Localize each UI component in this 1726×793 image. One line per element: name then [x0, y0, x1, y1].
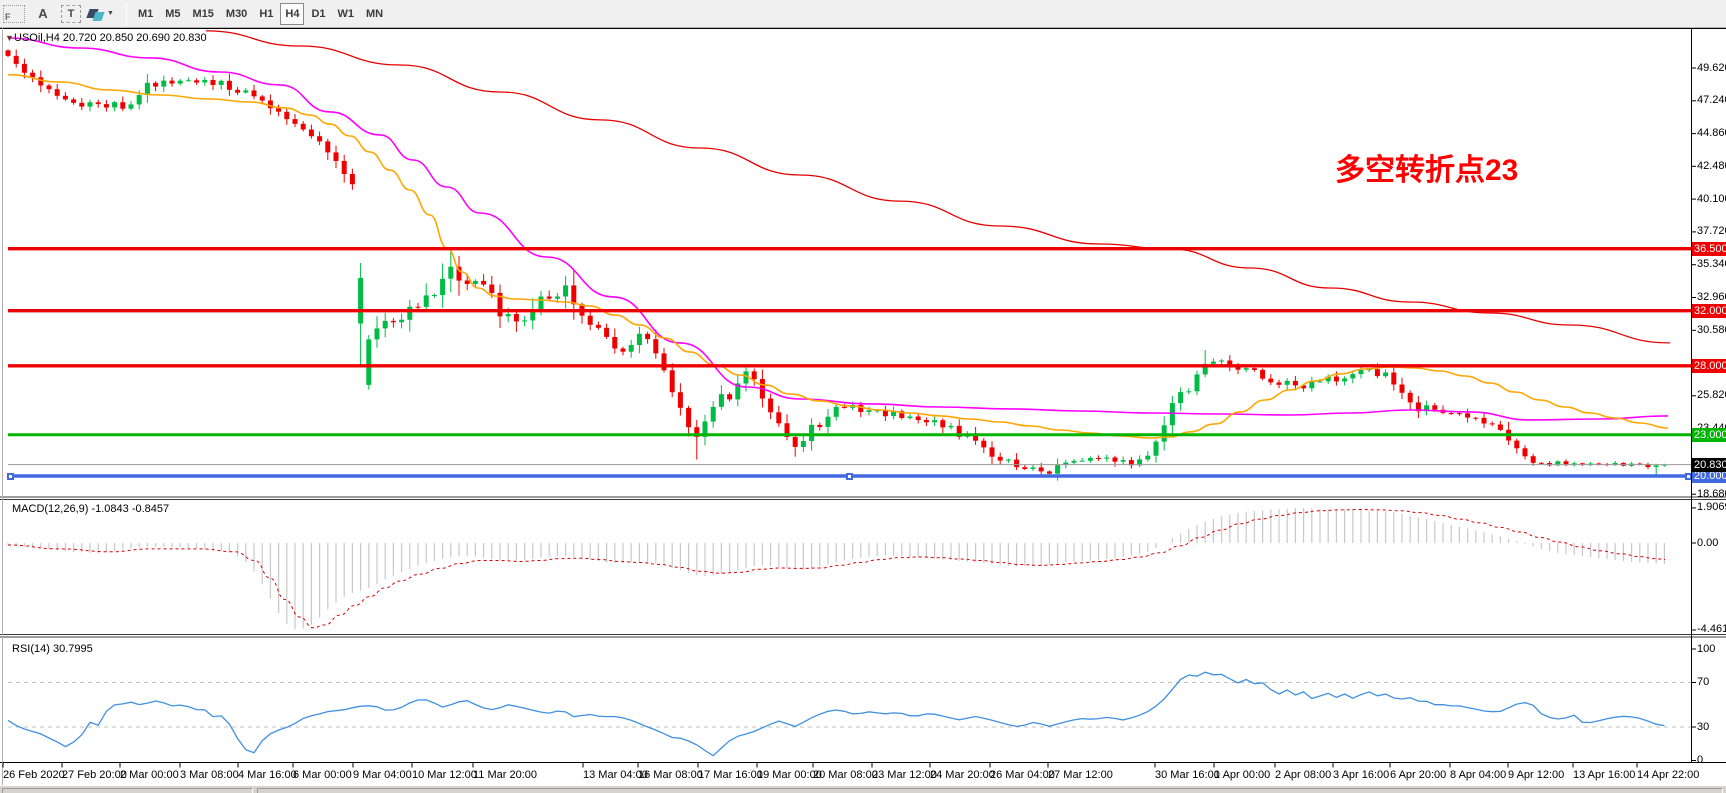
date-axis-label: 17 Mar 16:00	[698, 769, 763, 781]
text-label-icon[interactable]: A	[38, 6, 48, 21]
timeframe-m1[interactable]: M1	[137, 7, 154, 20]
date-axis-label: 19 Mar 00:00	[757, 769, 822, 781]
price-axis-label: 42.480	[1697, 159, 1726, 172]
date-axis-label: 30 Mar 16:00	[1155, 769, 1220, 781]
rsi-line	[7, 671, 1665, 757]
date-axis-label: 16 Mar 08:00	[638, 769, 703, 781]
chart-area[interactable]: ▼ USOil,H4 20.720 20.850 20.690 20.830 M…	[0, 28, 1726, 785]
rsi-axis-label: 0	[1697, 754, 1704, 766]
macd-axis-label: 1.9069	[1697, 501, 1726, 514]
timeframe-m30[interactable]: M30	[225, 7, 248, 20]
status-cell	[2, 788, 253, 793]
price-line-label: 23.000	[1692, 427, 1726, 442]
toolbar-separator	[125, 2, 127, 25]
timeframe-h1[interactable]: H1	[259, 7, 274, 20]
date-axis-label: 26 Feb 2020	[3, 769, 65, 781]
date-axis-label: 23 Mar 12:00	[872, 769, 937, 781]
template-grid-icon[interactable]: F	[3, 4, 25, 23]
rsi-pane-label: RSI(14) 30.7995	[12, 643, 93, 655]
status-bar	[0, 785, 1726, 793]
toolbar: F A T ▼ M1 M5 M15 M30 H1 H4 D1 W1 MN	[0, 0, 1726, 28]
date-axis-label: 4 Mar 16:00	[238, 769, 297, 781]
ma-fast-orange	[7, 73, 1669, 439]
timeframe-toolbar: M1 M5 M15 M30 H1 H4 D1 W1 MN	[132, 2, 389, 25]
price-axis-label: 25.820	[1697, 389, 1726, 402]
macd-histogram	[7, 508, 1666, 630]
shapes-dropdown-icon[interactable]: ▼	[86, 6, 114, 21]
price-axis-label: 18.680	[1697, 487, 1726, 500]
date-axis-label: 9 Apr 12:00	[1508, 769, 1565, 781]
date-axis-label: 2 Apr 08:00	[1275, 769, 1332, 781]
ma-mid-magenta	[7, 37, 1669, 421]
price-axis-label: 37.720	[1697, 225, 1726, 238]
date-axis-label: 13 Mar 04:00	[583, 769, 648, 781]
timeframe-mn[interactable]: MN	[366, 7, 384, 20]
price-axis-label: 40.100	[1697, 192, 1726, 205]
chart-canvas[interactable]	[0, 28, 1726, 785]
date-axis-label: 8 Apr 04:00	[1450, 769, 1507, 781]
date-axis-label: 27 Feb 20:00	[62, 769, 127, 781]
price-axis-label: 47.240	[1697, 94, 1726, 107]
price-axis-label: 30.580	[1697, 323, 1726, 336]
date-axis-label: 6 Apr 20:00	[1390, 769, 1447, 781]
price-line-label: 36.500	[1692, 241, 1726, 256]
date-axis-label: 14 Apr 22:00	[1637, 769, 1700, 781]
chart-title: USOil,H4 20.720 20.850 20.690 20.830	[14, 32, 207, 44]
price-axis-label: 44.860	[1697, 127, 1726, 140]
rsi-axis-label: 70	[1697, 675, 1710, 688]
price-axis-label: 35.340	[1697, 258, 1726, 271]
date-axis-label: 10 Mar 12:00	[412, 769, 477, 781]
current-price-label: 20.830	[1692, 457, 1726, 472]
date-axis-label: 9 Mar 04:00	[353, 769, 412, 781]
date-axis-label: 2 Mar 00:00	[120, 769, 179, 781]
price-axis-label: 49.620	[1697, 61, 1726, 74]
date-axis-label: 1 Apr 00:00	[1214, 769, 1271, 781]
price-axis-label: 32.960	[1697, 290, 1726, 303]
price-line-label: 28.000	[1692, 358, 1726, 373]
timeframe-h4[interactable]: H4	[280, 2, 305, 25]
timeframe-m5[interactable]: M5	[165, 7, 181, 20]
timeframe-w1[interactable]: W1	[337, 7, 355, 20]
macd-pane-label: MACD(12,26,9) -1.0843 -0.8457	[12, 503, 170, 515]
date-axis-label: 20 Mar 08:00	[813, 769, 878, 781]
price-line-label: 20.000	[1692, 468, 1726, 483]
price-line-label: 32.000	[1692, 303, 1726, 318]
shape-teal-icon	[92, 12, 105, 21]
rsi-axis-label: 100	[1697, 642, 1716, 655]
annotation-text: 多空转折点23	[1335, 154, 1519, 187]
symbol-marker-icon[interactable]: ▼	[5, 33, 14, 43]
ma-slow-red	[205, 30, 1671, 344]
chevron-down-icon: ▼	[107, 10, 114, 17]
macd-axis-label: -4.4614	[1697, 623, 1726, 636]
rsi-axis-label: 30	[1697, 720, 1710, 733]
text-box-icon[interactable]: T	[61, 4, 81, 23]
date-axis-label: 27 Mar 12:00	[1048, 769, 1113, 781]
date-axis-label: 3 Apr 16:00	[1333, 769, 1390, 781]
status-cell	[257, 788, 1723, 793]
date-axis-label: 6 Mar 00:00	[293, 769, 352, 781]
date-axis-label: 26 Mar 04:00	[990, 769, 1055, 781]
date-axis-label: 11 Mar 20:00	[473, 769, 538, 781]
macd-signal-line	[7, 508, 1666, 629]
date-axis-label: 3 Mar 08:00	[180, 769, 239, 781]
macd-axis-label: 0.00	[1697, 536, 1719, 549]
date-axis-label: 24 Mar 20:00	[930, 769, 995, 781]
timeframe-m15[interactable]: M15	[192, 7, 214, 20]
candles-series	[5, 49, 1667, 481]
date-axis-label: 13 Apr 16:00	[1573, 769, 1636, 781]
timeframe-d1[interactable]: D1	[311, 7, 326, 20]
